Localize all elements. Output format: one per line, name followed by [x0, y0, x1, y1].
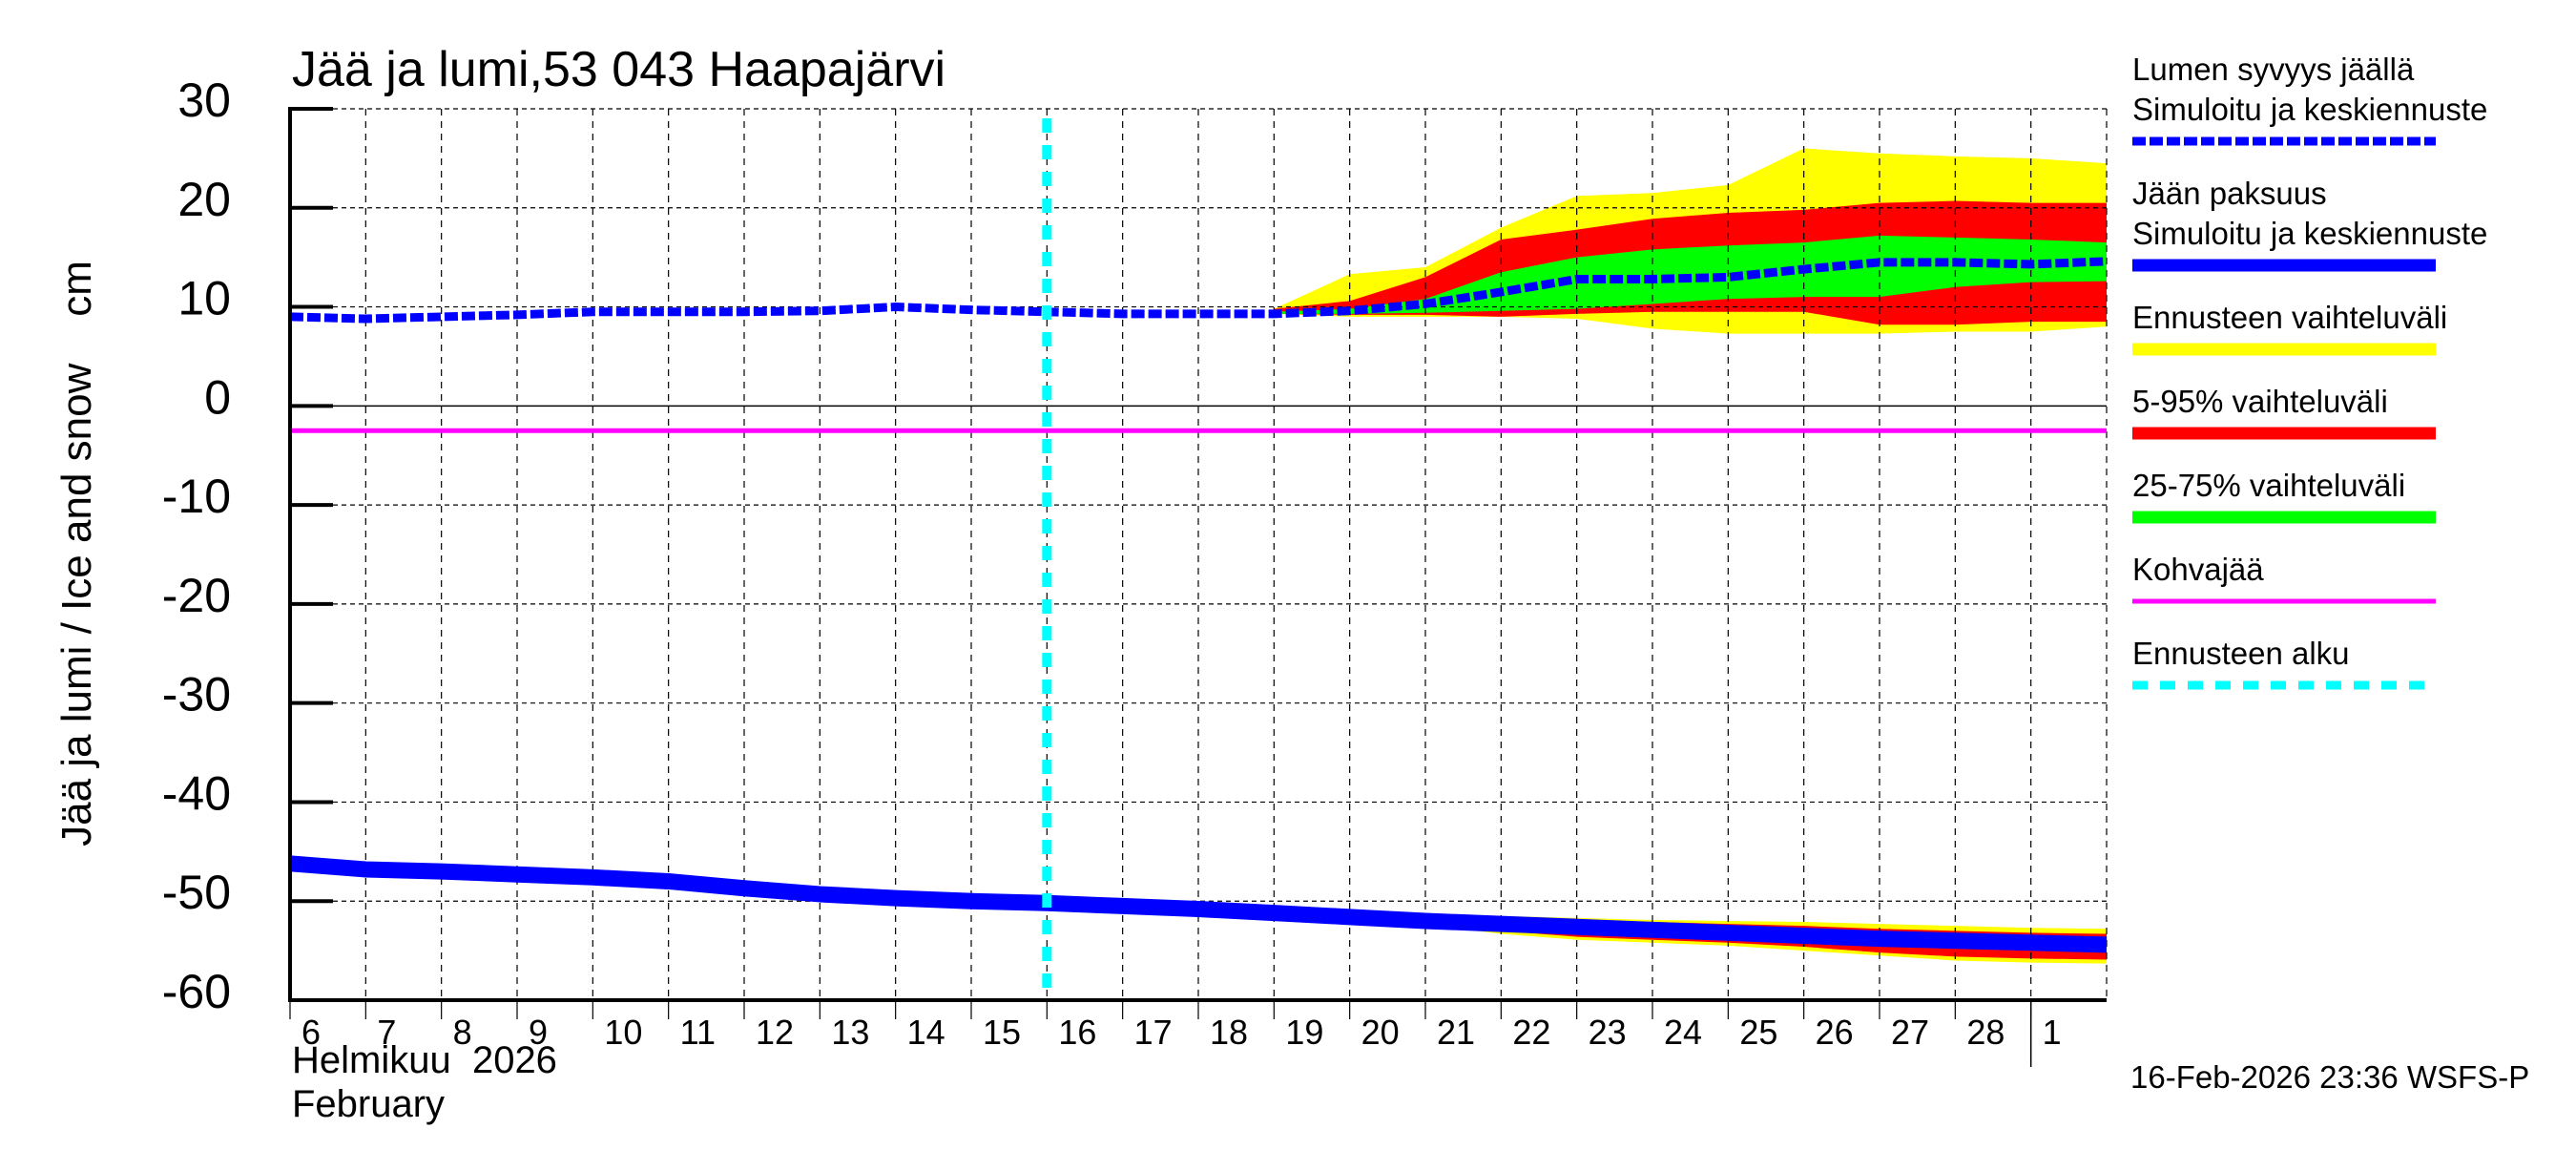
x-tick-label: 12: [756, 1013, 794, 1052]
x-tick-label: 9: [529, 1013, 548, 1052]
y-axis-title: Jää ja lumi / Ice and snow cm: [53, 261, 100, 847]
x-tick-label: 16: [1058, 1013, 1096, 1052]
x-tick-label: 26: [1816, 1013, 1854, 1052]
y-tick-label: -60: [162, 965, 231, 1018]
x-tick-label: 13: [831, 1013, 869, 1052]
x-tick-label: 14: [907, 1013, 945, 1052]
legend-label: Ennusteen vaihteluväli: [2132, 300, 2447, 335]
y-tick-label: 0: [204, 370, 231, 424]
x-tick-label: 24: [1664, 1013, 1702, 1052]
x-axis-month-label-english: February: [292, 1083, 445, 1125]
legend-label: Simuloitu ja keskiennuste: [2132, 216, 2487, 251]
y-tick-label: -20: [162, 569, 231, 622]
y-tick-label: -40: [162, 766, 231, 820]
timestamp: 16-Feb-2026 23:36 WSFS-P: [2130, 1059, 2529, 1095]
x-tick-label: 22: [1512, 1013, 1550, 1052]
chart-title: Jää ja lumi,53 043 Haapajärvi: [292, 42, 945, 97]
snow-depth-line: [289, 257, 2108, 324]
x-tick-label: 15: [983, 1013, 1021, 1052]
x-tick-label: 17: [1134, 1013, 1173, 1052]
y-tick-label: 30: [177, 73, 231, 127]
legend: Lumen syvyys jäällä Simuloitu ja keskienn…: [2132, 52, 2487, 690]
y-axis-ticks: 30 20 10 0 -10 -20 -30 -40 -50 -60: [162, 73, 333, 1018]
x-tick-label: 7: [377, 1013, 396, 1052]
legend-label: 25-75% vaihteluväli: [2132, 468, 2405, 503]
legend-label: Lumen syvyys jäällä: [2132, 52, 2415, 87]
y-tick-label: -30: [162, 668, 231, 721]
x-tick-label: 19: [1285, 1013, 1323, 1052]
y-tick-label: -10: [162, 470, 231, 523]
x-axis-ticks: 6 7 8 9 10 11 12 13 14 15 16 17 18 19 20 21 22 23 24 25 26 27…: [289, 1000, 2062, 1052]
x-tick-label: 18: [1210, 1013, 1248, 1052]
x-tick-label: 8: [453, 1013, 472, 1052]
x-axis-month-label: Helmikuu 2026: [292, 1039, 557, 1081]
y-tick-label: 20: [177, 173, 231, 226]
data-lines: [289, 118, 2108, 1000]
y-tick-label: 10: [177, 272, 231, 325]
x-tick-label: 20: [1361, 1013, 1400, 1052]
y-tick-label: -50: [162, 866, 231, 919]
x-tick-label: 6: [301, 1013, 321, 1052]
legend-label: Ennusteen alku: [2132, 636, 2350, 671]
ice-thickness-line: [289, 855, 2108, 953]
x-tick-label: 21: [1437, 1013, 1475, 1052]
legend-label: Simuloitu ja keskiennuste: [2132, 92, 2487, 127]
forecast-bands: [1274, 148, 2107, 964]
y-axis-label: Jää ja lumi / Ice and snow cm: [53, 261, 100, 847]
grid-lines: [290, 108, 2108, 1000]
x-tick-label: 10: [604, 1013, 642, 1052]
x-tick-label: 11: [680, 1013, 716, 1052]
x-tick-label: 23: [1589, 1013, 1627, 1052]
legend-label: Jään paksuus: [2132, 176, 2327, 211]
x-tick-label: 1: [2043, 1013, 2062, 1052]
legend-label: Kohvajää: [2132, 552, 2264, 587]
legend-label: 5-95% vaihteluväli: [2132, 384, 2388, 419]
x-tick-label: 27: [1891, 1013, 1929, 1052]
x-tick-label: 25: [1739, 1013, 1777, 1052]
x-tick-label: 28: [1966, 1013, 2005, 1052]
